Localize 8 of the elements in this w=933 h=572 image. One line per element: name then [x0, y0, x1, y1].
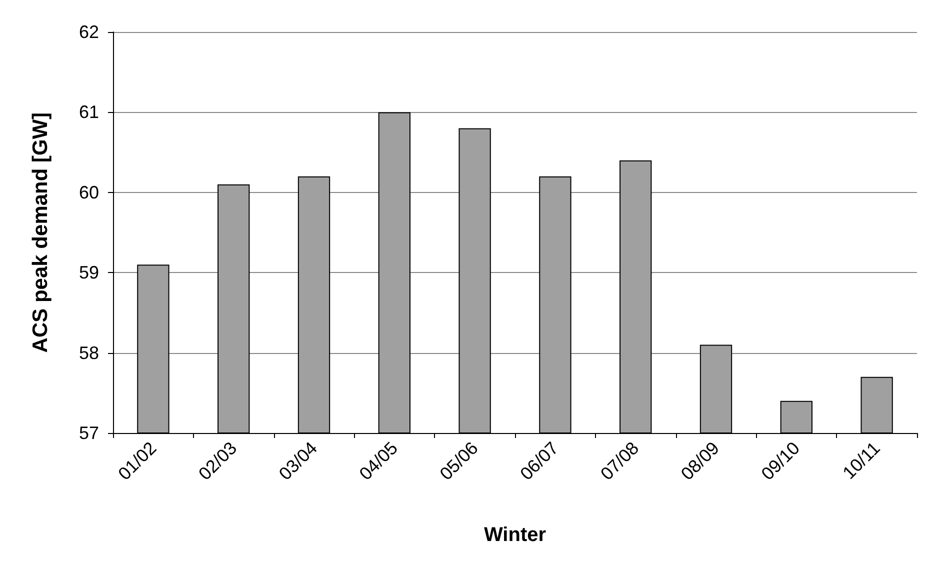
y-tick-label: 59	[78, 262, 99, 283]
y-tick-label: 61	[78, 102, 99, 122]
y-tick-label: 60	[78, 182, 99, 202]
y-tick-label: 58	[78, 342, 99, 363]
y-tick-label: 57	[78, 423, 99, 443]
x-axis-title: Winter	[484, 524, 546, 546]
y-tick-label: 62	[78, 22, 99, 42]
y-axis-title: ACS peak demand [GW]	[29, 112, 52, 353]
